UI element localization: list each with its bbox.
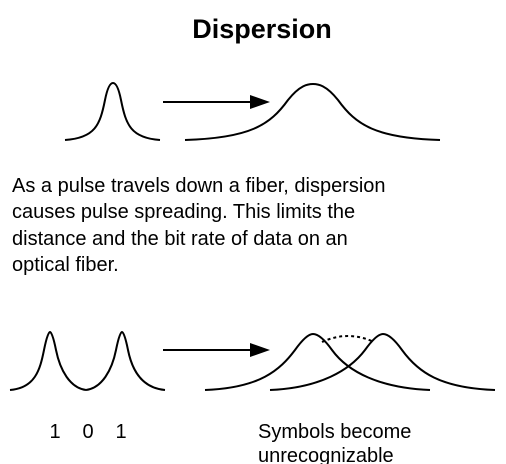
bit-label: 1 xyxy=(49,421,60,443)
spread-pulse xyxy=(269,332,496,391)
overlap-envelope xyxy=(321,335,375,343)
caption-line: Symbols become xyxy=(258,421,411,443)
wide-pulse xyxy=(184,82,441,141)
narrow-pulse xyxy=(64,81,161,141)
description-line: As a pulse travels down a fiber, dispers… xyxy=(12,175,386,197)
description-line: optical fiber. xyxy=(12,254,119,276)
arrow-head xyxy=(250,95,270,109)
description-line: causes pulse spreading. This limits the xyxy=(12,201,355,223)
bit-label: 0 xyxy=(82,421,93,443)
bit-pulse xyxy=(85,330,166,391)
caption-line: unrecognizable xyxy=(258,445,394,464)
title: Dispersion xyxy=(192,14,332,44)
spread-pulse xyxy=(204,332,431,391)
arrow-head xyxy=(250,343,270,357)
bit-pulse xyxy=(9,330,87,391)
description-line: distance and the bit rate of data on an xyxy=(12,228,348,250)
bit-label: 1 xyxy=(115,421,126,443)
